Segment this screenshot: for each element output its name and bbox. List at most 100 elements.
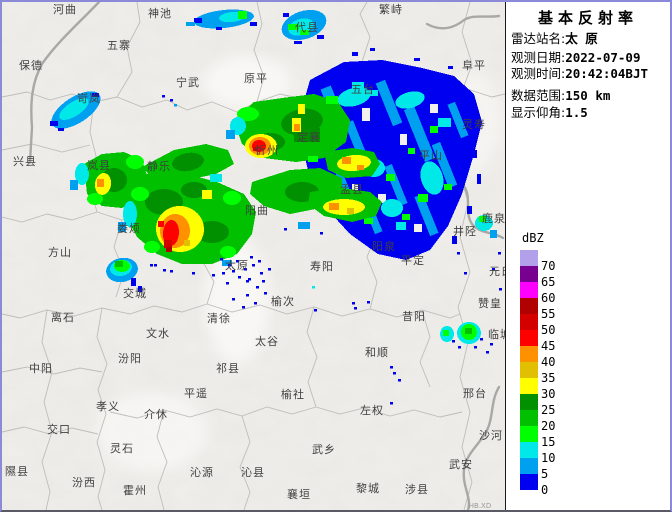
legend-value: 40 [541, 355, 556, 369]
legend-swatch [520, 410, 538, 426]
info-line: 雷达站名:太 原 [511, 31, 669, 46]
legend-row: 5 [520, 458, 580, 481]
legend-value: 60 [541, 291, 556, 305]
legend-row: 30 [520, 378, 580, 401]
info-line: 数据范围:150 km [511, 88, 669, 103]
legend-swatch [520, 282, 538, 298]
info-value: 20:42:04BJT [565, 66, 649, 81]
legend-row: 55 [520, 298, 580, 321]
city-label: 盂县 [340, 183, 364, 196]
city-label: 灵寿 [462, 117, 486, 131]
city-label: 宁武 [176, 75, 200, 89]
legend-row: 10 [520, 442, 580, 465]
city-label: 榆社 [281, 387, 305, 401]
city-label: 神池 [148, 6, 172, 20]
city-label: 和顺 [365, 346, 389, 359]
city-label: 黎城 [356, 481, 380, 495]
city-label: 平定 [401, 253, 425, 267]
legend-value: 15 [541, 435, 556, 449]
city-label: 左权 [360, 404, 384, 417]
legend-value: 20 [541, 419, 556, 433]
city-label: 祁县 [216, 361, 240, 375]
city-label: 五台 [351, 82, 375, 96]
city-label: 鹿泉 [482, 211, 505, 225]
legend-value: 25 [541, 403, 556, 417]
legend-row: 35 [520, 362, 580, 385]
legend-swatch [520, 458, 538, 474]
city-label: 寿阳 [310, 259, 334, 273]
city-label: 隰县 [5, 465, 29, 478]
legend-swatch [520, 330, 538, 346]
city-label: 井陉 [453, 224, 477, 238]
city-label: 太原 [225, 259, 249, 272]
radar-echoes [50, 9, 497, 344]
legend-value: 5 [541, 467, 549, 481]
city-label: 孝义 [96, 400, 120, 413]
city-label: 武乡 [312, 443, 336, 456]
city-label: 原平 [244, 72, 268, 85]
city-label: 定襄 [297, 130, 321, 144]
info-line: 观测时间:20:42:04BJT [511, 66, 669, 81]
city-label: 平遥 [184, 387, 208, 400]
legend-swatch [520, 314, 538, 330]
valley-highlights [97, 56, 502, 472]
legend-swatch [520, 298, 538, 314]
city-label: 岢岚 [77, 92, 101, 105]
city-label: 交口 [47, 422, 71, 436]
legend-row: 40 [520, 346, 580, 369]
product-title: 基本反射率 [537, 11, 638, 27]
legend-swatch [520, 362, 538, 378]
city-label: 保德 [19, 58, 43, 72]
info-label: 雷达站名: [511, 31, 566, 46]
city-label: 娄烦 [117, 222, 141, 235]
info-value: 2022-07-09 [565, 50, 641, 65]
city-label: 离石 [51, 310, 75, 324]
legend-swatch [520, 266, 538, 282]
city-label: 沁县 [241, 466, 265, 479]
city-label: 河曲 [53, 3, 77, 16]
info-line: 显示仰角:1.5 [511, 105, 669, 120]
legend-swatch [520, 378, 538, 394]
legend-title: dBZ [522, 231, 544, 245]
city-label: 岚县 [87, 159, 111, 172]
legend-swatch [520, 394, 538, 410]
city-label: 临城 [488, 327, 505, 341]
city-label: 繁峙 [379, 2, 403, 16]
city-label: 阜平 [462, 59, 486, 72]
legend-value: 50 [541, 323, 556, 337]
city-label: 邢台 [463, 386, 487, 400]
city-label: 赞皇 [478, 296, 502, 310]
city-label: 文水 [146, 326, 170, 340]
city-label: 方山 [48, 245, 72, 259]
legend-value: 10 [541, 451, 556, 465]
city-label: 介休 [144, 408, 168, 421]
city-label: 阳曲 [245, 204, 269, 217]
legend-value: 55 [541, 307, 556, 321]
info-label: 观测时间: [511, 66, 566, 81]
city-label: 涉县 [405, 482, 429, 496]
legend-value: 70 [541, 259, 556, 273]
legend-value: 65 [541, 275, 556, 289]
legend-value: 35 [541, 371, 556, 385]
city-label: 静乐 [147, 159, 171, 173]
city-label: 代县 [295, 21, 319, 34]
info-panel: 基本反射率 雷达站名:太 原观测日期:2022-07-09 观测时间:20:42:… [506, 2, 670, 510]
city-label: 武安 [449, 457, 473, 471]
legend-row: 50 [520, 314, 580, 337]
legend-row: 0 [520, 474, 580, 497]
legend-swatch [520, 250, 538, 266]
city-label: 忻州 [255, 144, 279, 157]
city-label: 平山 [419, 149, 443, 162]
legend-row: 15 [520, 426, 580, 449]
city-label: 清徐 [207, 311, 231, 325]
legend-row: 70 [520, 250, 580, 273]
legend-swatch [520, 442, 538, 458]
observation-info: 雷达站名:太 原观测日期:2022-07-09 观测时间:20:42:04BJT 数… [511, 31, 669, 120]
dbz-legend: 70 65 60 55 50 45 40 35 30 25 20 15 10 5 0 [520, 250, 580, 497]
info-line: 观测日期:2022-07-09 [511, 50, 669, 65]
city-label: 交城 [123, 286, 147, 300]
city-label: 阳泉 [372, 239, 396, 253]
info-label: 观测日期: [511, 50, 566, 65]
info-value: 1.5 [565, 105, 588, 120]
